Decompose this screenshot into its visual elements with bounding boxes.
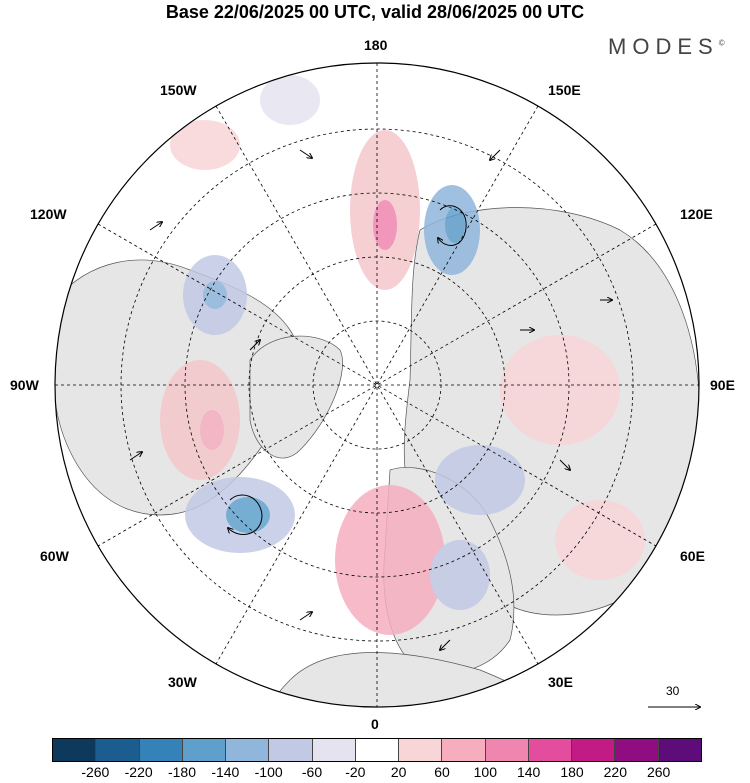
map-boundary <box>54 62 700 708</box>
colorbar-tick-label: 100 <box>473 764 498 780</box>
lon-label-120e: 120E <box>680 206 713 222</box>
polar-anomaly-map <box>54 62 750 730</box>
lon-label-0: 0 <box>371 716 379 732</box>
positive-anomaly <box>555 500 645 580</box>
colorbar-tick-label: 20 <box>390 764 407 780</box>
lon-label-90e: 90E <box>710 377 735 393</box>
colorbar-segment <box>442 739 486 761</box>
negative-anomaly <box>260 75 320 125</box>
colorbar-tick-label: -220 <box>124 764 153 780</box>
negative-anomaly-core <box>445 207 465 243</box>
colorbar-segment <box>572 739 616 761</box>
lon-label-60e: 60E <box>680 548 705 564</box>
graticule <box>55 63 699 707</box>
lon-label-180: 180 <box>364 37 388 53</box>
positive-anomaly-core <box>373 200 397 250</box>
brand-name: MODES <box>608 34 719 59</box>
copyright-mark: © <box>718 38 725 48</box>
colorbar-segment <box>615 739 659 761</box>
negative-anomaly-core <box>226 497 270 533</box>
colorbar-segment <box>658 739 701 761</box>
colorbar-segment <box>96 739 140 761</box>
wind-reference-value: 30 <box>666 684 680 698</box>
colorbar-segment <box>269 739 313 761</box>
greenland <box>249 335 343 459</box>
colorbar-segment <box>53 739 97 761</box>
anomaly-shading <box>160 75 645 635</box>
lon-label-60w: 60W <box>40 548 69 564</box>
colorbar <box>52 738 702 762</box>
lon-label-30w: 30W <box>168 674 197 690</box>
positive-anomaly-core <box>200 410 224 450</box>
colorbar-tick-label: -20 <box>345 764 366 780</box>
colorbar-ticks: -260 -220 -180 -140 -100 -60 -20 20 60 100 140 180 2… <box>0 764 750 782</box>
lon-label-150w: 150W <box>160 82 197 98</box>
modes-logo: MODES© <box>608 34 725 60</box>
lon-label-30e: 30E <box>548 674 573 690</box>
positive-anomaly <box>170 120 240 170</box>
colorbar-tick-label: 260 <box>646 764 671 780</box>
map-title: Base 22/06/2025 00 UTC, valid 28/06/2025… <box>165 2 585 22</box>
lon-label-90w: 90W <box>10 377 39 393</box>
positive-anomaly <box>335 485 445 635</box>
positive-anomaly <box>160 360 240 480</box>
positive-anomaly <box>500 335 620 445</box>
colorbar-segment <box>139 739 183 761</box>
wind-vectors <box>129 149 612 650</box>
colorbar-tick-label: 180 <box>560 764 584 780</box>
colorbar-segment <box>399 739 443 761</box>
colorbar-segment <box>355 739 400 761</box>
negative-anomaly <box>430 540 490 610</box>
colorbar-segment <box>182 739 227 761</box>
colorbar-tick-label: 140 <box>516 764 541 780</box>
colorbar-segment <box>226 739 270 761</box>
colorbar-segment <box>528 739 573 761</box>
colorbar-tick-label: -140 <box>211 764 240 780</box>
colorbar-tick-label: -260 <box>81 764 110 780</box>
negative-anomaly <box>435 445 525 515</box>
negative-anomaly-core <box>203 281 227 309</box>
colorbar-tick-label: -100 <box>254 764 283 780</box>
lon-label-120w: 120W <box>30 206 67 222</box>
colorbar-tick-label: 60 <box>434 764 450 780</box>
colorbar-tick-label: 220 <box>603 764 628 780</box>
colorbar-tick-label: -180 <box>167 764 197 780</box>
colorbar-tick-label: -60 <box>301 764 323 780</box>
lon-label-150e: 150E <box>548 82 581 98</box>
colorbar-segment <box>312 739 356 761</box>
colorbar-segment <box>485 739 529 761</box>
